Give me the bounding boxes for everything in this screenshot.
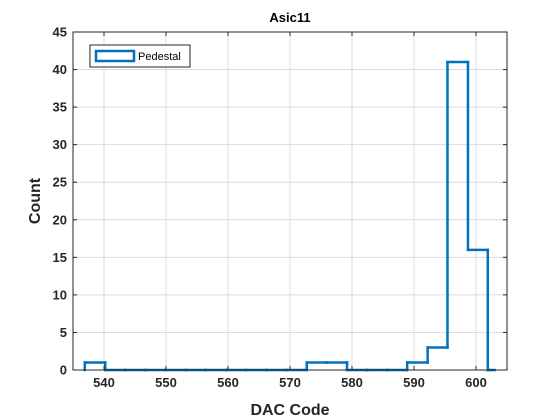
y-tick-label: 30 [53,137,67,152]
y-axis-ticks: 0 5 10 15 20 25 30 35 40 45 [53,25,507,378]
x-tick-label: 550 [155,375,177,390]
x-tick-label: 590 [403,375,425,390]
y-tick-label: 25 [53,175,67,190]
y-tick-label: 10 [53,287,67,302]
x-axis-ticks: 540 550 560 570 580 590 600 [93,32,487,390]
chart-title: Asic11 [269,10,310,25]
y-tick-label: 0 [60,363,67,378]
legend-entry-label: Pedestal [138,51,181,63]
x-tick-label: 600 [465,375,487,390]
y-axis-label: Count [27,177,44,224]
legend-swatch [94,49,136,63]
y-tick-label: 5 [60,325,67,340]
x-tick-label: 540 [93,375,115,390]
y-tick-label: 35 [53,100,67,115]
y-tick-label: 45 [53,25,67,40]
y-tick-label: 20 [53,212,67,227]
y-tick-label: 15 [53,250,67,265]
legend: Pedestal [89,44,191,68]
x-tick-label: 560 [217,375,239,390]
x-tick-label: 570 [279,375,301,390]
x-tick-label: 580 [341,375,363,390]
x-axis-label: DAC Code [250,402,329,419]
y-tick-label: 40 [53,62,67,77]
